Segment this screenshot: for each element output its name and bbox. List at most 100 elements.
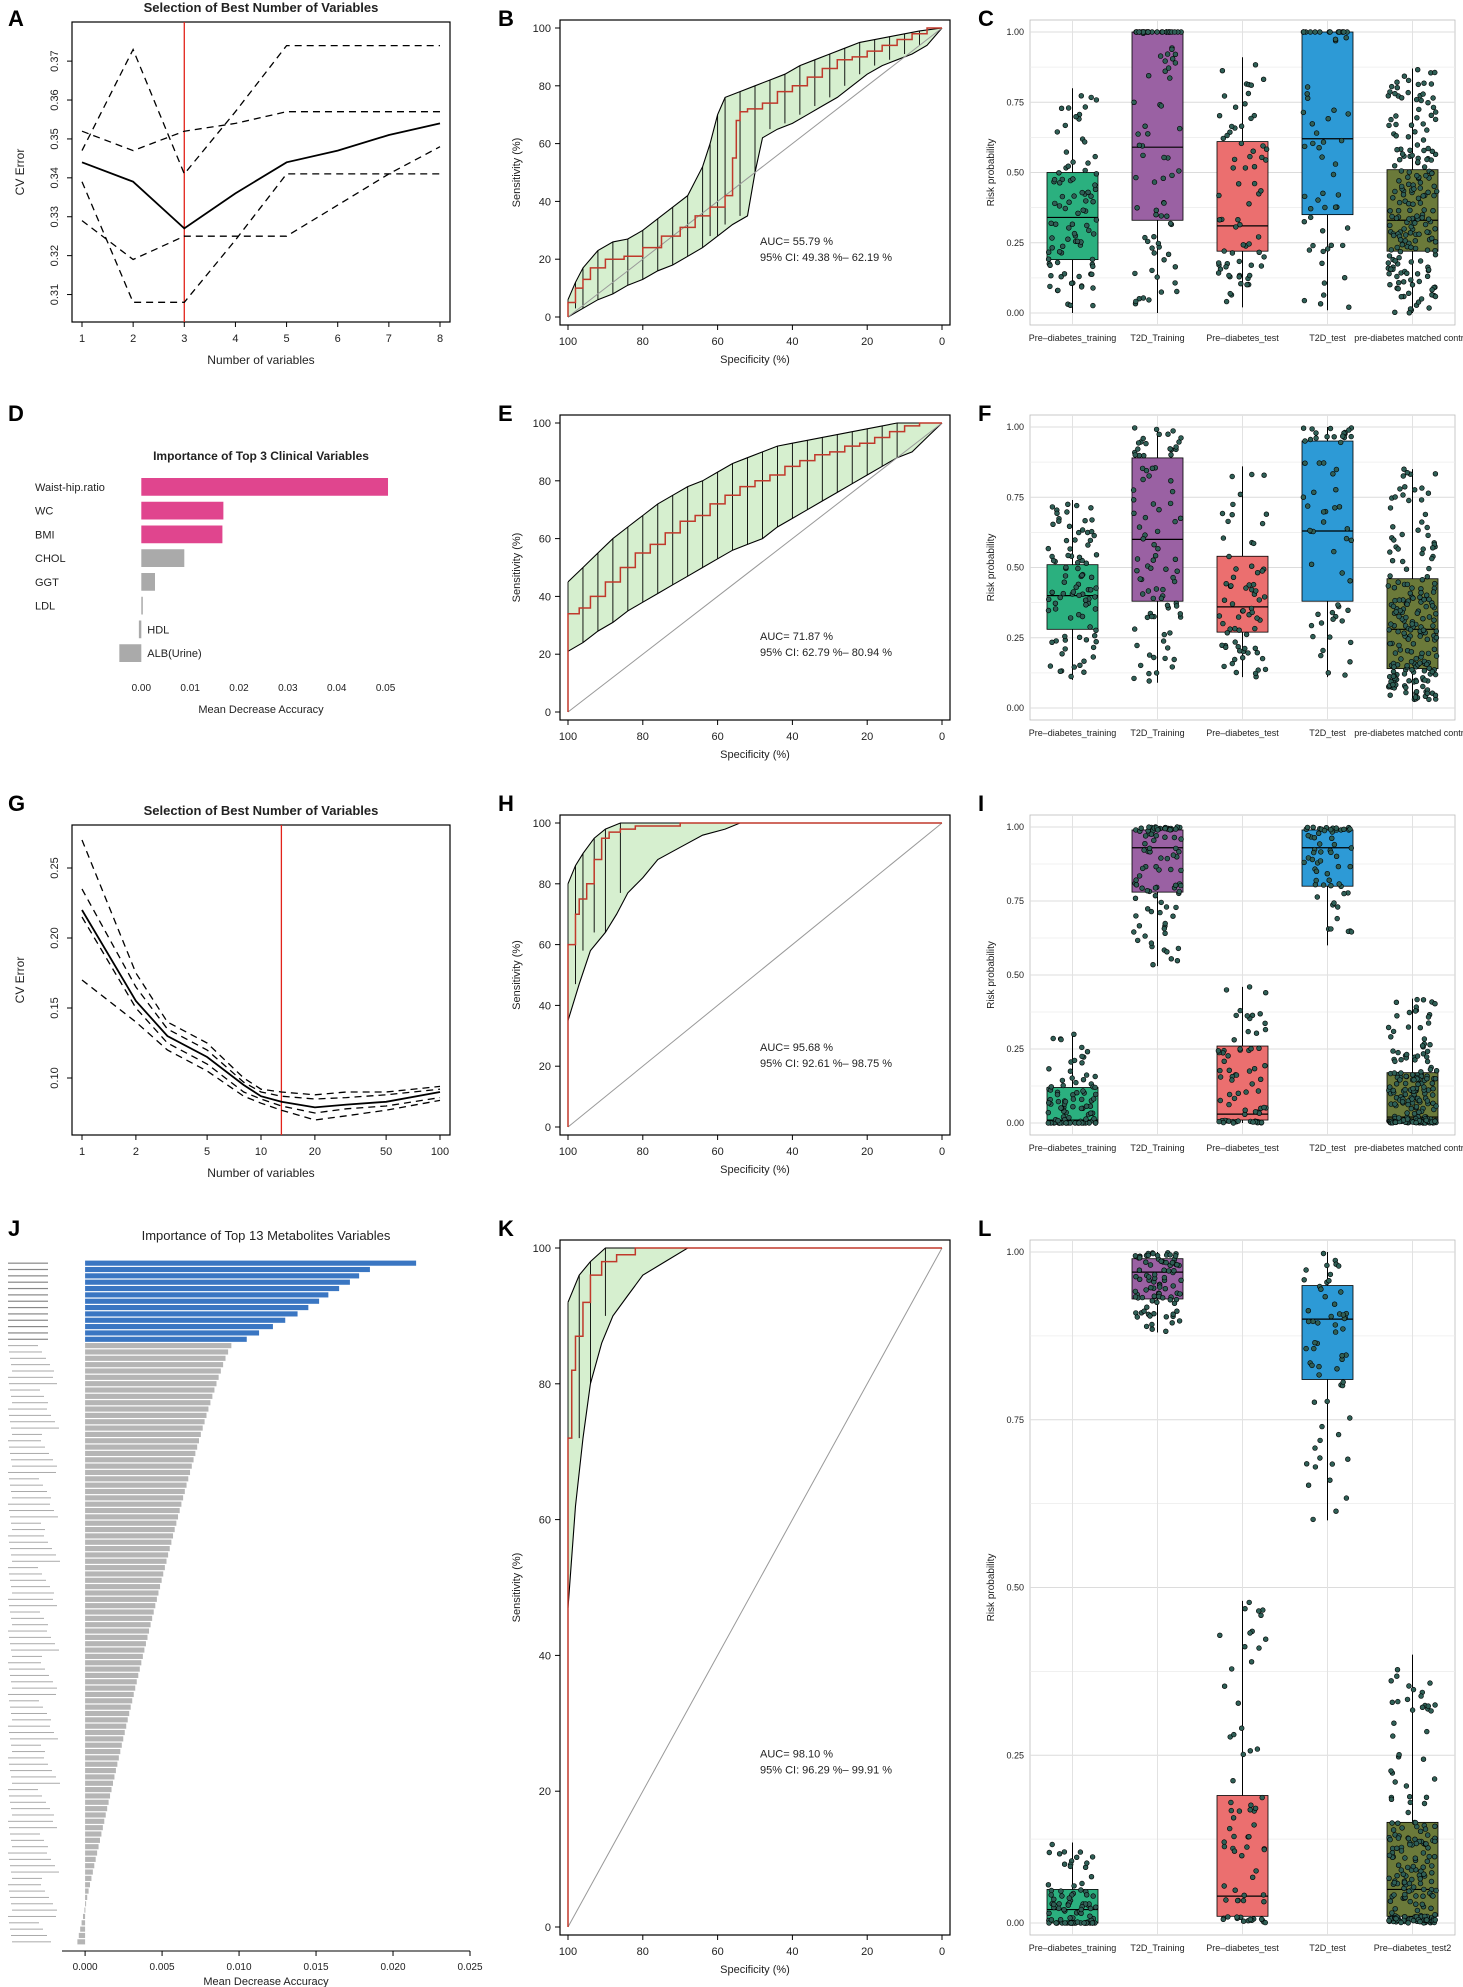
bar-metabolite bbox=[85, 1723, 127, 1729]
data-point bbox=[1152, 892, 1159, 899]
data-point bbox=[1331, 434, 1337, 440]
data-point bbox=[1165, 251, 1172, 258]
data-point bbox=[1401, 671, 1408, 677]
x-tick-label: 0 bbox=[939, 731, 945, 743]
chance-diagonal bbox=[567, 1247, 943, 1928]
data-point bbox=[1167, 75, 1173, 81]
x-category-label: Pre–diabetes_test2 bbox=[1374, 1943, 1452, 1953]
data-point bbox=[1386, 271, 1392, 277]
data-point bbox=[1339, 618, 1345, 624]
data-point bbox=[1396, 613, 1402, 620]
data-point bbox=[1425, 145, 1431, 152]
data-point bbox=[1414, 172, 1420, 179]
bar-label-placeholder bbox=[8, 1598, 53, 1600]
data-point bbox=[1318, 652, 1324, 659]
y-tick-label: 0 bbox=[545, 1922, 551, 1934]
data-point bbox=[1220, 620, 1226, 627]
data-point bbox=[1388, 1768, 1394, 1774]
data-point bbox=[1136, 1267, 1143, 1273]
bar-label-placeholder bbox=[8, 1915, 56, 1917]
data-point bbox=[1150, 557, 1157, 563]
bar-chol bbox=[141, 549, 185, 567]
x-tick-label: 80 bbox=[637, 1946, 649, 1958]
data-point bbox=[1409, 152, 1415, 159]
data-point bbox=[1391, 1879, 1398, 1886]
data-point bbox=[1134, 205, 1140, 211]
data-point bbox=[1335, 192, 1342, 198]
data-point bbox=[1328, 1313, 1334, 1320]
data-point bbox=[1329, 835, 1335, 841]
data-point bbox=[1414, 1907, 1421, 1914]
data-point bbox=[1414, 610, 1420, 616]
y-tick-label: 20 bbox=[539, 1061, 551, 1073]
data-point bbox=[1305, 503, 1311, 509]
data-point bbox=[1420, 683, 1426, 690]
data-point bbox=[1428, 112, 1434, 119]
bar-label-placeholder bbox=[10, 1896, 49, 1898]
data-point bbox=[1428, 1905, 1434, 1911]
data-point bbox=[1399, 1099, 1406, 1105]
x-tick-label: 80 bbox=[637, 1146, 649, 1158]
data-point bbox=[1304, 84, 1311, 90]
x-tick-label: 0.05 bbox=[376, 683, 396, 694]
data-point bbox=[1414, 996, 1420, 1003]
bar-label: LDL bbox=[35, 601, 55, 613]
data-point bbox=[1171, 1267, 1177, 1274]
data-point bbox=[1142, 840, 1148, 847]
bar-top-metabolite bbox=[85, 1336, 247, 1342]
data-point bbox=[1144, 1304, 1150, 1310]
data-point bbox=[1134, 556, 1141, 562]
data-point bbox=[1429, 1870, 1435, 1876]
chance-diagonal bbox=[567, 822, 943, 1128]
bar-label-placeholder bbox=[12, 1624, 48, 1626]
confidence-band bbox=[568, 1248, 942, 1608]
data-point bbox=[1146, 473, 1152, 479]
data-point bbox=[1313, 130, 1320, 136]
data-point bbox=[1074, 559, 1081, 566]
data-point bbox=[1151, 837, 1157, 844]
data-point bbox=[1341, 890, 1347, 897]
data-point bbox=[1049, 639, 1055, 646]
data-point bbox=[1338, 1289, 1344, 1295]
data-point bbox=[1261, 1898, 1267, 1905]
data-point bbox=[1170, 1311, 1176, 1317]
bar-label-placeholder bbox=[8, 1325, 48, 1328]
y-tick-label: 0.20 bbox=[49, 927, 61, 948]
bar-label-placeholder bbox=[11, 1744, 41, 1746]
panel-j: J Importance of Top 13 Metabolites Variab… bbox=[8, 1216, 483, 1987]
data-point bbox=[1065, 501, 1071, 508]
data-point bbox=[1404, 469, 1410, 476]
data-point bbox=[1404, 1116, 1411, 1122]
data-point bbox=[1088, 505, 1094, 511]
data-point bbox=[1336, 504, 1343, 510]
data-point bbox=[1240, 1918, 1247, 1924]
data-point bbox=[1151, 1310, 1157, 1317]
data-point bbox=[1429, 287, 1435, 293]
data-point bbox=[1159, 29, 1166, 35]
data-point bbox=[1387, 282, 1393, 288]
data-point bbox=[1065, 105, 1072, 111]
data-point bbox=[1304, 1461, 1310, 1467]
data-point bbox=[1047, 663, 1054, 669]
data-point bbox=[1420, 1850, 1427, 1856]
data-point bbox=[1413, 96, 1420, 103]
bar-metabolite bbox=[85, 1381, 217, 1387]
data-point bbox=[1251, 1066, 1258, 1072]
data-point bbox=[1233, 1012, 1239, 1019]
y-tick-label: 60 bbox=[539, 534, 551, 546]
data-point bbox=[1242, 1107, 1248, 1113]
data-point bbox=[1324, 433, 1330, 440]
bar-label-placeholder bbox=[12, 1655, 42, 1657]
data-point bbox=[1432, 471, 1439, 477]
data-point bbox=[1332, 1329, 1339, 1335]
bar-metabolite bbox=[85, 1787, 112, 1793]
data-point bbox=[1308, 214, 1314, 221]
data-point bbox=[1143, 1287, 1149, 1293]
data-point bbox=[1431, 192, 1437, 199]
data-point bbox=[1263, 1636, 1269, 1642]
data-point bbox=[1407, 627, 1414, 633]
data-point bbox=[1167, 220, 1174, 227]
y-tick-label: 0.35 bbox=[49, 128, 61, 149]
bar-metabolite bbox=[85, 1736, 124, 1742]
